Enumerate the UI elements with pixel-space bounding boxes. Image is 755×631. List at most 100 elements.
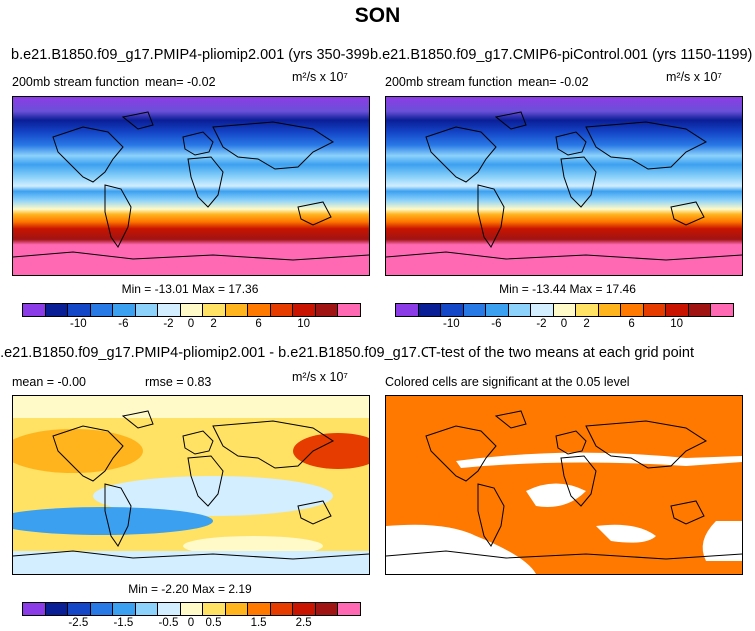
colorbar-swatch bbox=[507, 303, 532, 317]
colorbar-swatch bbox=[134, 602, 159, 616]
colorbar-swatch bbox=[67, 303, 91, 317]
colorbar-tick-label: 0 bbox=[560, 318, 568, 330]
field-background bbox=[13, 97, 369, 275]
colorbar-tick-label: -10 bbox=[443, 318, 460, 330]
colorbar-swatch bbox=[112, 602, 136, 616]
control-title: b.e21.B1850.f09_g17.CMIP6-piControl.001 … bbox=[370, 47, 753, 63]
coastline bbox=[494, 410, 527, 429]
nonsignificant-region bbox=[596, 524, 656, 543]
coastline bbox=[187, 455, 224, 507]
case-units-label: m²/s x 10⁷ bbox=[292, 70, 348, 84]
case-map bbox=[12, 96, 370, 276]
coastline bbox=[494, 111, 527, 130]
colorbar-tick-label: 1.5 bbox=[250, 617, 267, 629]
colorbar-swatch bbox=[22, 303, 46, 317]
control-mean-label: mean= -0.02 bbox=[518, 75, 589, 89]
colorbar-swatch bbox=[642, 303, 667, 317]
colorbar-swatch bbox=[89, 303, 114, 317]
coastline bbox=[297, 500, 332, 525]
coastline bbox=[212, 420, 335, 469]
anomaly-blob bbox=[13, 507, 213, 535]
diff-colorbar: -2.5 -1.5 -0.5 0 0.5 1.5 2.5 bbox=[22, 602, 361, 630]
coastline bbox=[121, 111, 154, 130]
colorbar-swatch bbox=[575, 303, 599, 317]
case-min-max: Min = -13.01 Max = 17.36 bbox=[121, 282, 259, 296]
control-min-max: Min = -13.44 Max = 17.46 bbox=[499, 282, 636, 296]
ttest-title: T-test of the two means at each grid poi… bbox=[428, 345, 694, 361]
coastline bbox=[52, 425, 124, 482]
colorbar-swatch bbox=[687, 303, 712, 317]
coastline bbox=[182, 131, 214, 156]
colorbar-swatch bbox=[417, 303, 442, 317]
colorbar-swatch bbox=[597, 303, 622, 317]
colorbar-swatch bbox=[247, 303, 271, 317]
colorbar-tick-label: -2 bbox=[163, 318, 174, 330]
colorbar-swatch bbox=[179, 602, 204, 616]
colorbar-swatch bbox=[157, 303, 181, 317]
colorbar-swatch bbox=[314, 303, 339, 317]
colorbar-swatch bbox=[157, 602, 181, 616]
page-title: SON bbox=[354, 4, 401, 27]
coastline bbox=[585, 121, 708, 170]
colorbar-swatch bbox=[202, 303, 226, 317]
diff-map bbox=[12, 395, 370, 575]
case-mean-label: mean= -0.02 bbox=[145, 75, 216, 89]
colorbar-swatch bbox=[224, 303, 249, 317]
colorbar-tick-label: 0.5 bbox=[205, 617, 222, 629]
case-colorbar: -10 -6 -2 0 2 6 10 bbox=[22, 303, 361, 333]
colorbar-tick-label: -0.5 bbox=[158, 617, 179, 629]
colorbar-swatch bbox=[202, 602, 226, 616]
colorbar-swatch bbox=[710, 303, 734, 317]
coastline bbox=[13, 251, 369, 261]
colorbar-tick-label: 0 bbox=[187, 318, 195, 330]
nonsignificant-region bbox=[386, 524, 536, 574]
case-title: b.e21.B1850.f09_g17.PMIP4-pliomip2.001 (… bbox=[11, 47, 375, 63]
colorbar-swatch bbox=[530, 303, 554, 317]
colorbar-tick-label: 2 bbox=[210, 318, 217, 330]
colorbar-swatch bbox=[292, 602, 316, 616]
colorbar-swatch bbox=[462, 303, 487, 317]
coastline bbox=[425, 425, 497, 482]
colorbar-swatch bbox=[665, 303, 689, 317]
nonsignificant-region bbox=[702, 521, 742, 561]
coastline bbox=[560, 455, 597, 507]
colorbar-swatch bbox=[67, 602, 91, 616]
diff-min-max: Min = -2.20 Max = 2.19 bbox=[128, 582, 252, 596]
diff-mean-label: mean = -0.00 bbox=[12, 375, 87, 389]
colorbar-swatch bbox=[247, 602, 271, 616]
colorbar-tick-label: 10 bbox=[297, 318, 311, 330]
colorbar-swatch bbox=[44, 602, 69, 616]
coastline bbox=[425, 126, 497, 183]
colorbar-tick-label: 6 bbox=[255, 318, 262, 330]
colorbar-swatch bbox=[44, 303, 69, 317]
colorbar-tick-label: -6 bbox=[491, 318, 502, 330]
ttest-map bbox=[385, 395, 743, 575]
coastline bbox=[670, 201, 705, 226]
colorbar-tick-label: -1.5 bbox=[113, 617, 134, 629]
coastline bbox=[297, 201, 332, 226]
field-band bbox=[13, 551, 369, 574]
colorbar-tick-label: 6 bbox=[628, 318, 635, 330]
colorbar-swatch bbox=[224, 602, 249, 616]
diff-title: b.e21.B1850.f09_g17.PMIP4-pliomip2.001 -… bbox=[0, 345, 557, 361]
control-map bbox=[385, 96, 743, 276]
colorbar-swatch bbox=[337, 303, 361, 317]
diff-rmse-label: rmse = 0.83 bbox=[145, 375, 212, 389]
coastline bbox=[560, 156, 597, 208]
colorbar-swatch bbox=[337, 602, 361, 616]
nonsignificant-region bbox=[526, 483, 586, 507]
coastline bbox=[13, 550, 369, 560]
colorbar-swatch bbox=[314, 602, 339, 616]
colorbar-swatch bbox=[22, 602, 46, 616]
colorbar-swatch bbox=[620, 303, 644, 317]
colorbar-tick-label: -10 bbox=[70, 318, 87, 330]
coastline bbox=[104, 483, 132, 547]
coastline bbox=[187, 156, 224, 208]
coastline bbox=[555, 131, 587, 156]
coastline bbox=[477, 483, 505, 547]
diff-units-label: m²/s x 10⁷ bbox=[292, 370, 348, 384]
control-colorbar: -10 -6 -2 0 2 6 10 bbox=[395, 303, 734, 333]
coastline bbox=[212, 121, 335, 170]
colorbar-tick-label: 2 bbox=[583, 318, 590, 330]
colorbar-tick-label: -2.5 bbox=[68, 617, 89, 629]
